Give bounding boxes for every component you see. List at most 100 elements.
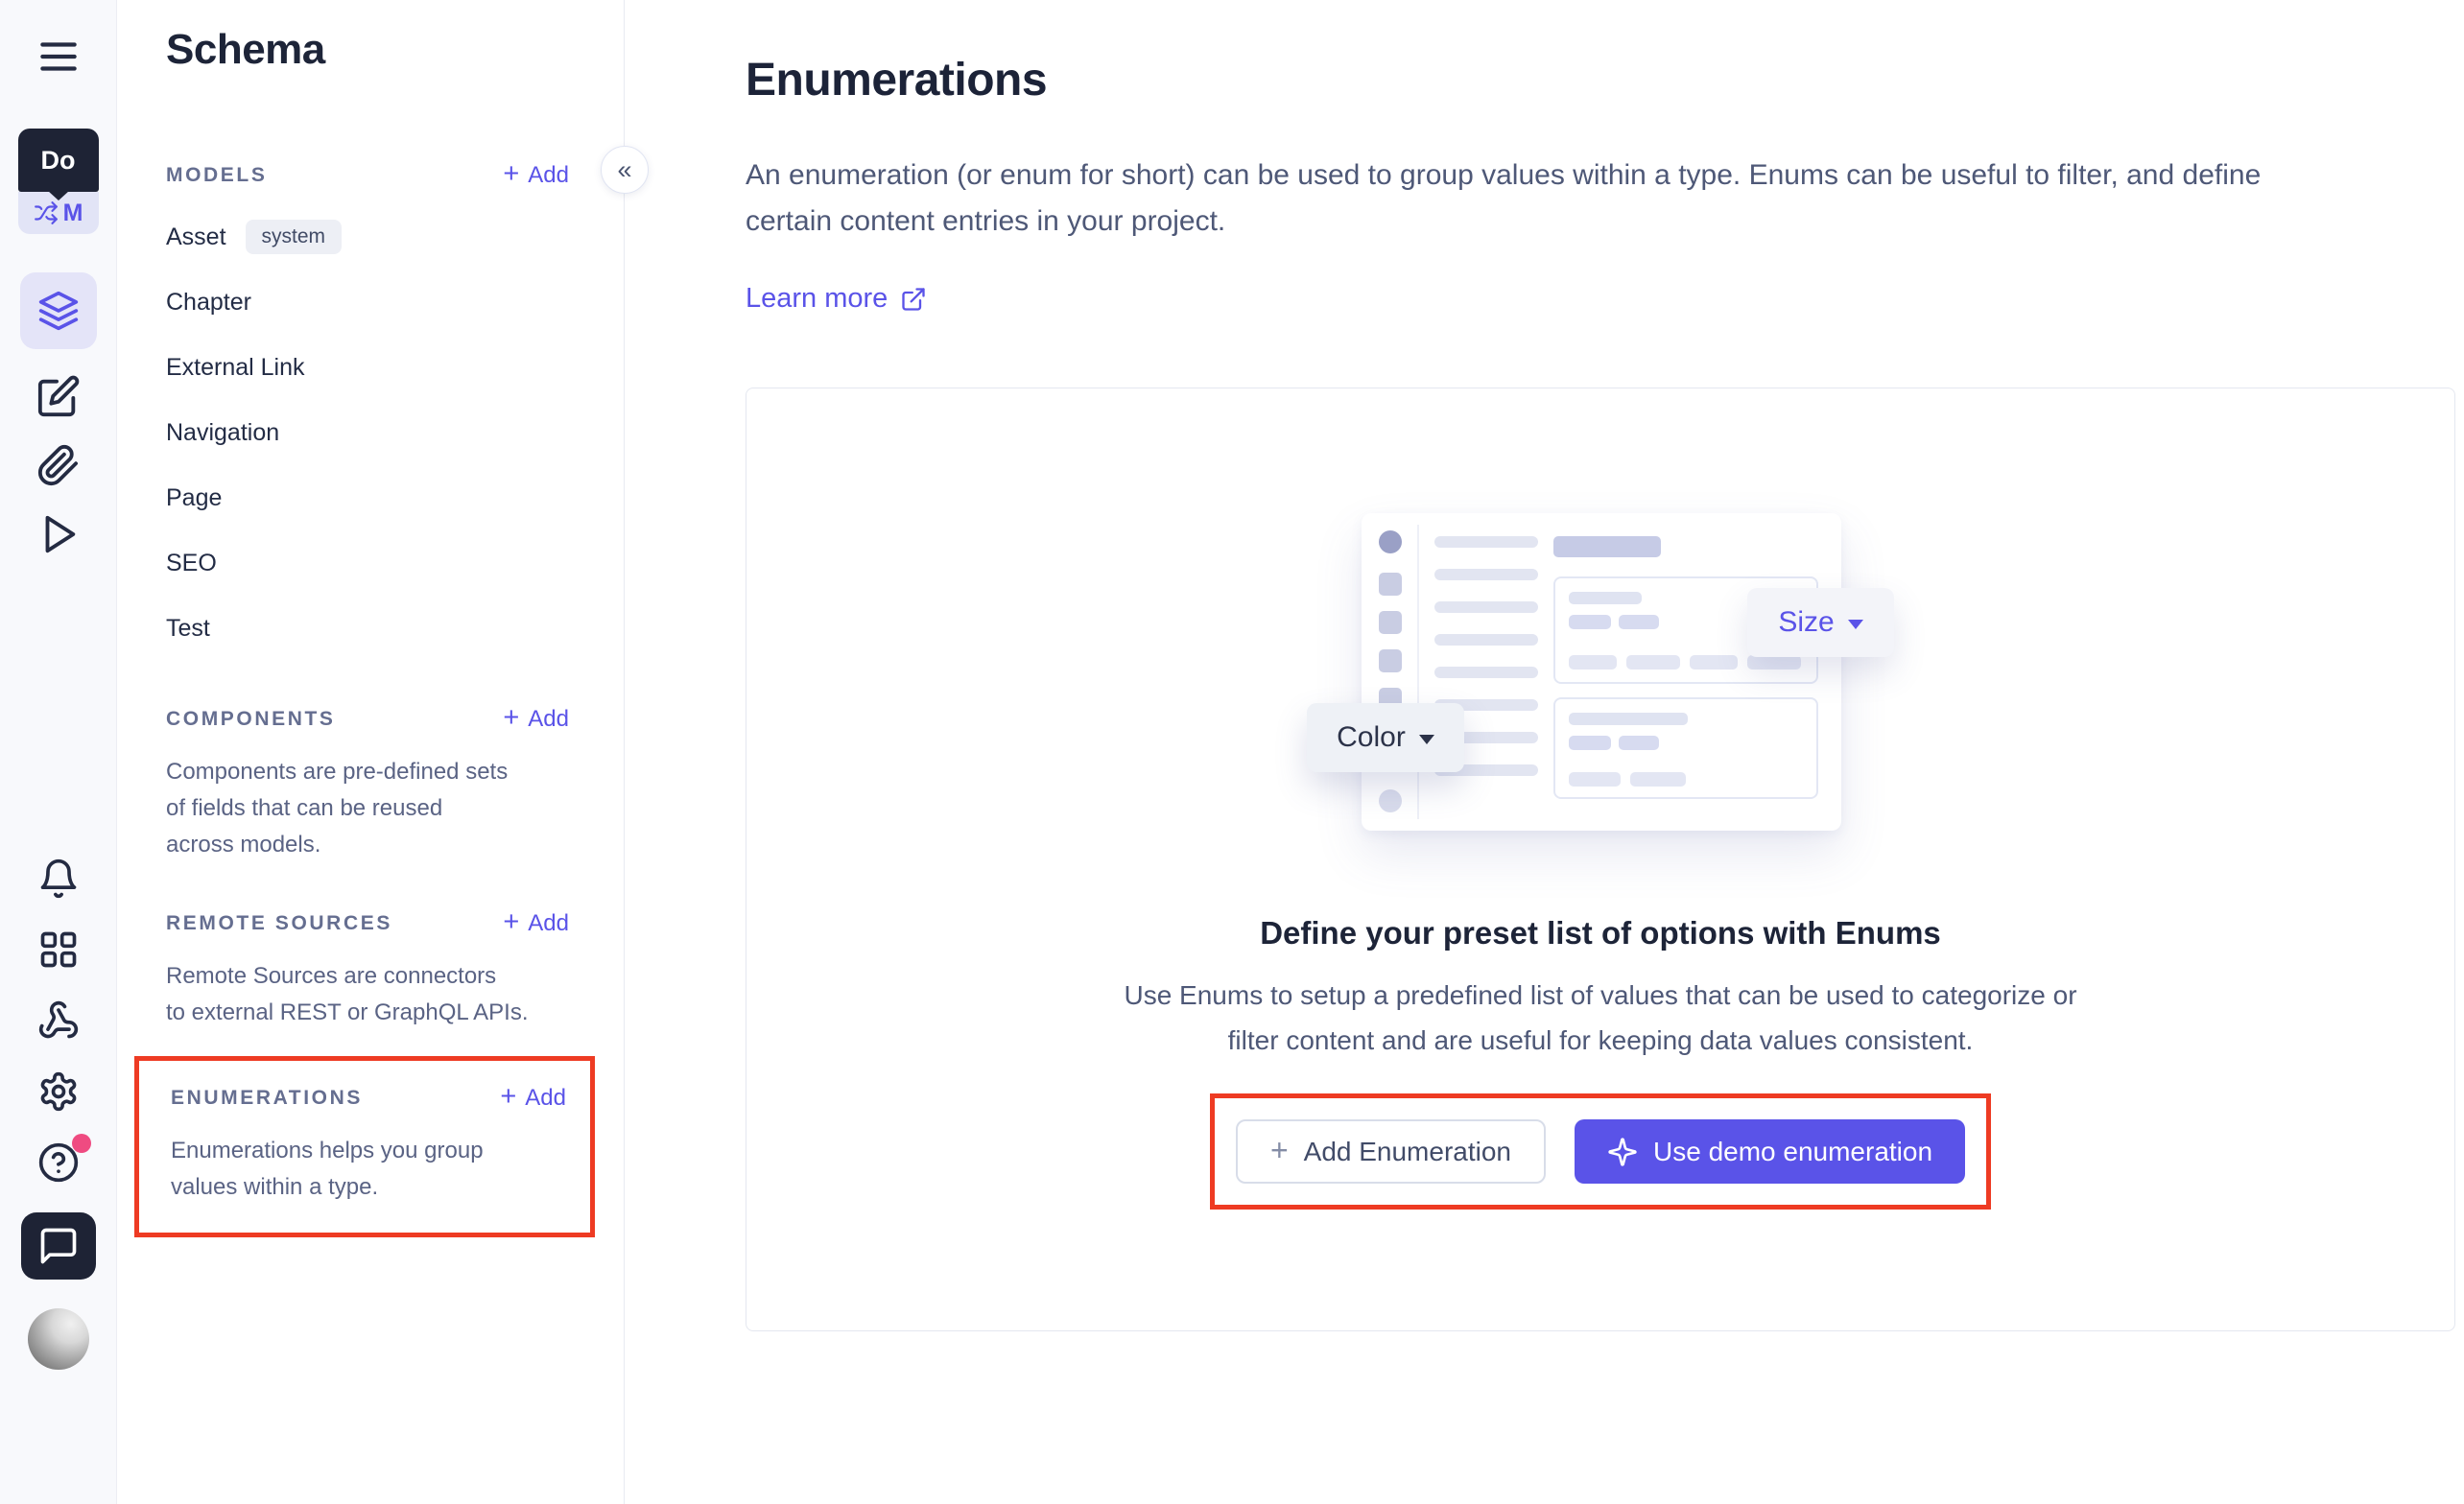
collapse-sidebar-button[interactable]: « xyxy=(601,146,649,194)
empty-state-subtext: Use Enums to setup a predefined list of … xyxy=(1124,973,2076,1063)
add-remote-source-label: Add xyxy=(528,909,569,936)
add-remote-source-button[interactable]: + Add xyxy=(503,906,569,937)
paperclip-icon xyxy=(37,444,78,486)
components-heading: COMPONENTS xyxy=(166,707,336,730)
help-button[interactable] xyxy=(37,1141,80,1184)
chat-icon xyxy=(40,1228,76,1264)
empty-state-panel: Color Size Define your preset list of op… xyxy=(746,388,2455,1331)
feedback-button[interactable] xyxy=(20,1212,96,1280)
color-dropdown: Color xyxy=(1307,703,1464,772)
webhooks-button[interactable] xyxy=(37,999,80,1042)
learn-more-link[interactable]: Learn more xyxy=(746,283,927,315)
notifications-button[interactable] xyxy=(37,858,80,900)
subtext-line: Use Enums to setup a predefined list of … xyxy=(1124,980,2077,1010)
model-label: Test xyxy=(166,614,210,642)
model-item-page[interactable]: Page xyxy=(166,465,569,530)
sparkle-icon xyxy=(1608,1137,1637,1166)
enumerations-description: Enumerations helps you group values with… xyxy=(171,1133,566,1206)
enumerations-section-header: ENUMERATIONS + Add xyxy=(171,1081,566,1112)
model-label: Chapter xyxy=(166,288,251,316)
external-link-icon xyxy=(902,287,925,311)
model-label: Navigation xyxy=(166,418,280,446)
buttons-highlight-box: + Add Enumeration Use demo enumeration xyxy=(1209,1093,1992,1210)
layers-icon xyxy=(38,291,78,331)
placeholder-line xyxy=(1434,536,1538,548)
plus-icon: + xyxy=(503,906,520,937)
remote-sources-section-header: REMOTE SOURCES + Add xyxy=(166,906,569,937)
grid-icon xyxy=(40,931,76,968)
gear-icon xyxy=(40,1071,76,1112)
add-enumeration-button[interactable]: + Add Enumeration xyxy=(1235,1119,1546,1184)
add-model-button[interactable]: + Add xyxy=(503,158,569,189)
hamburger-icon xyxy=(39,42,77,71)
description-line: An enumeration (or enum for short) can b… xyxy=(746,159,2262,191)
add-enumeration-sidebar-button[interactable]: + Add xyxy=(500,1081,566,1112)
icon-rail: Do M xyxy=(0,0,117,1504)
add-model-label: Add xyxy=(528,161,569,188)
main-content: Enumerations An enumeration (or enum for… xyxy=(626,0,2464,1504)
description-line: of fields that can be reused xyxy=(166,795,443,821)
remote-sources-heading: REMOTE SOURCES xyxy=(166,911,392,934)
model-label: Page xyxy=(166,483,223,511)
nav-assets[interactable] xyxy=(36,443,81,487)
nav-content[interactable] xyxy=(36,374,81,418)
plus-icon: + xyxy=(503,702,520,733)
description-line: Components are pre-defined sets xyxy=(166,759,509,785)
enumerations-highlight-box: ENUMERATIONS + Add Enumerations helps yo… xyxy=(134,1056,595,1237)
model-item-test[interactable]: Test xyxy=(166,596,569,661)
model-item-asset[interactable]: Asset system xyxy=(166,204,569,270)
learn-more-label: Learn more xyxy=(746,283,888,314)
size-dropdown: Size xyxy=(1747,588,1894,657)
settings-button[interactable] xyxy=(37,1070,80,1113)
add-enumeration-button-label: Add Enumeration xyxy=(1303,1136,1511,1166)
placeholder-line xyxy=(1434,634,1538,646)
nav-playground[interactable] xyxy=(36,512,81,556)
description-line: Enumerations helps you group xyxy=(171,1138,484,1163)
chevrons-left-icon: « xyxy=(617,154,632,184)
enumerations-heading: ENUMERATIONS xyxy=(171,1086,363,1109)
add-enumeration-label: Add xyxy=(525,1084,566,1111)
plus-icon: + xyxy=(503,158,520,189)
use-demo-button-label: Use demo enumeration xyxy=(1653,1136,1933,1166)
environment-label: M xyxy=(62,199,83,226)
color-dropdown-label: Color xyxy=(1337,721,1406,753)
plus-icon: + xyxy=(1269,1132,1289,1167)
placeholder-line xyxy=(1434,667,1538,678)
placeholder-shape xyxy=(1379,611,1402,634)
description-line: certain content entries in your project. xyxy=(746,205,1226,237)
placeholder-heading xyxy=(1553,536,1661,557)
subtext-line: filter content and are useful for keepin… xyxy=(1227,1025,1974,1055)
model-item-external-link[interactable]: External Link xyxy=(166,335,569,400)
models-heading: MODELS xyxy=(166,163,268,186)
model-item-chapter[interactable]: Chapter xyxy=(166,270,569,335)
placeholder-shape xyxy=(1379,789,1402,812)
bell-icon xyxy=(40,858,76,899)
empty-state-heading: Define your preset list of options with … xyxy=(1260,915,1941,951)
notification-dot xyxy=(71,1134,91,1153)
project-badge[interactable]: Do M xyxy=(17,129,99,234)
placeholder-shape xyxy=(1379,530,1402,553)
nav-schema[interactable] xyxy=(19,272,97,349)
use-demo-enumeration-button[interactable]: Use demo enumeration xyxy=(1575,1119,1966,1184)
add-component-label: Add xyxy=(528,705,569,732)
caret-down-icon xyxy=(1418,735,1434,744)
models-section-header: MODELS + Add xyxy=(166,158,569,189)
description-line: values within a type. xyxy=(171,1174,379,1200)
user-avatar[interactable] xyxy=(27,1308,89,1370)
components-section-header: COMPONENTS + Add xyxy=(166,702,569,733)
model-item-seo[interactable]: SEO xyxy=(166,530,569,596)
webhook-icon xyxy=(38,1000,78,1039)
apps-button[interactable] xyxy=(37,928,80,971)
model-item-navigation[interactable]: Navigation xyxy=(166,400,569,465)
components-description: Components are pre-defined sets of field… xyxy=(166,754,569,863)
edit-icon xyxy=(37,375,79,417)
rail-primary-nav xyxy=(19,272,97,556)
menu-button[interactable] xyxy=(35,33,83,81)
placeholder-line xyxy=(1434,569,1538,580)
plus-icon: + xyxy=(500,1081,517,1112)
help-icon xyxy=(38,1142,78,1183)
add-component-button[interactable]: + Add xyxy=(503,702,569,733)
sidebar-title: Schema xyxy=(166,26,325,73)
help-button-wrapper xyxy=(37,1134,91,1184)
caret-down-icon xyxy=(1847,620,1863,629)
